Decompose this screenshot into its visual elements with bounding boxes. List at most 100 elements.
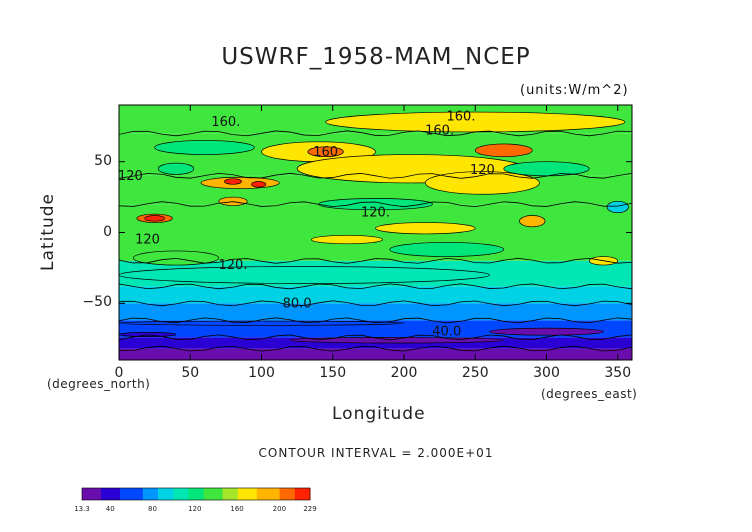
contour-label: 160. bbox=[211, 115, 240, 130]
lat-band-6 bbox=[119, 204, 632, 261]
x-tick-label: 100 bbox=[248, 365, 275, 381]
colorbar-cell bbox=[161, 488, 167, 500]
field-feature-0 bbox=[140, 12, 382, 29]
x-tick-label: 50 bbox=[181, 365, 200, 381]
colorbar-cell bbox=[241, 488, 246, 500]
colorbar-cell bbox=[222, 488, 227, 500]
x-tick-label: 250 bbox=[461, 365, 489, 381]
colorbar-cell bbox=[230, 488, 235, 500]
colorbar-cell bbox=[104, 488, 110, 500]
colorbar-cell bbox=[184, 488, 189, 500]
colorbar-cell bbox=[158, 488, 163, 500]
colorbar-cell bbox=[199, 488, 205, 500]
field-feature-9 bbox=[251, 181, 267, 188]
colorbar-cell bbox=[101, 488, 106, 500]
field-feature-18 bbox=[389, 242, 505, 257]
x-tick-label: 300 bbox=[533, 365, 560, 381]
lat-band-0 bbox=[119, 348, 632, 360]
field-feature-20 bbox=[503, 161, 590, 177]
contour-label: 80.0 bbox=[283, 296, 312, 311]
colorbar-cell bbox=[294, 488, 300, 500]
colorbar-cell bbox=[302, 488, 307, 500]
colorbar-tick-label: 120 bbox=[188, 505, 202, 513]
colorbar-cell bbox=[203, 488, 208, 500]
colorbar-cell bbox=[150, 488, 155, 500]
chart-title: USWRF_1958-MAM_NCEP bbox=[221, 44, 531, 70]
colorbar-cell bbox=[146, 488, 151, 500]
x-units-label: (degrees_east) bbox=[541, 387, 638, 401]
contour-line-3 bbox=[119, 317, 632, 324]
colorbar-cell bbox=[211, 488, 216, 500]
colorbar-cell bbox=[112, 488, 117, 500]
y-tick-label: −50 bbox=[82, 294, 112, 311]
units-label: (units:W/m^2) bbox=[520, 83, 629, 98]
contour-line-8 bbox=[119, 172, 632, 179]
contour-label: 120. bbox=[361, 206, 390, 221]
colorbar-cell bbox=[188, 488, 193, 500]
x-axis-title: Longitude bbox=[332, 404, 426, 424]
colorbar-tick-label: 13.3 bbox=[74, 505, 90, 513]
colorbar bbox=[81, 487, 311, 501]
colorbar-cell bbox=[192, 488, 197, 500]
colorbar-tick-label: 229 bbox=[303, 505, 317, 513]
colorbar-tick-label: 200 bbox=[272, 505, 287, 513]
contour-label: 120 bbox=[470, 163, 495, 178]
colorbar-cell bbox=[180, 488, 186, 500]
colorbar-cell bbox=[268, 488, 273, 500]
contour-label: 40.0 bbox=[432, 325, 461, 340]
colorbar-cell bbox=[264, 488, 269, 500]
contour-label: 160. bbox=[447, 109, 476, 124]
colorbar-cell bbox=[123, 488, 129, 500]
colorbar-cell bbox=[142, 488, 148, 500]
field-feature-6 bbox=[307, 146, 344, 158]
x-tick-label: 0 bbox=[114, 365, 124, 381]
contour-line-1 bbox=[119, 345, 632, 352]
colorbar-cell bbox=[245, 488, 250, 500]
field-feature-11 bbox=[144, 215, 165, 222]
colorbar-cell bbox=[207, 488, 212, 500]
colorbar-cell bbox=[215, 488, 220, 500]
x-tick-label: 150 bbox=[319, 365, 347, 381]
colorbar-cell bbox=[283, 488, 288, 500]
colorbar-cell bbox=[218, 488, 224, 500]
contour-label: 160. bbox=[425, 124, 454, 139]
x-tick-label: 200 bbox=[390, 365, 418, 381]
colorbar-cell bbox=[127, 488, 132, 500]
colorbar-cell bbox=[97, 488, 102, 500]
field-feature-8 bbox=[224, 178, 242, 185]
colorbar-cell bbox=[116, 488, 121, 500]
contour-line-6 bbox=[119, 257, 632, 264]
axis-ticks bbox=[118, 105, 632, 360]
colorbar-cell bbox=[82, 488, 87, 500]
colorbar-cell bbox=[120, 488, 125, 500]
colorbar-cell bbox=[287, 488, 292, 500]
y-tick-label: 50 bbox=[94, 152, 112, 169]
field-feature-25 bbox=[489, 327, 604, 336]
y-units-label: (degrees_north) bbox=[47, 377, 151, 391]
colorbar-frame bbox=[81, 487, 311, 501]
colorbar-cell bbox=[279, 488, 284, 500]
lat-band-4 bbox=[119, 286, 632, 304]
colorbar-cell bbox=[173, 488, 178, 500]
colorbar-cell bbox=[260, 488, 265, 500]
lat-band-3 bbox=[119, 303, 632, 321]
colorbar-cell bbox=[165, 488, 170, 500]
y-tick-label: 0 bbox=[103, 223, 112, 240]
colorbar-cell bbox=[196, 488, 201, 500]
colorbar-cell bbox=[169, 488, 174, 500]
field-feature-28 bbox=[157, 162, 195, 175]
colorbar-cell bbox=[177, 488, 182, 500]
colorbar-cell bbox=[275, 488, 281, 500]
colorbar-cell bbox=[226, 488, 231, 500]
contour-line-4 bbox=[119, 300, 632, 307]
colorbar-cell bbox=[85, 488, 91, 500]
field-feature-14 bbox=[375, 222, 476, 235]
colorbar-cell bbox=[89, 488, 94, 500]
field-feature-23 bbox=[154, 140, 255, 155]
colorbar-cell bbox=[253, 488, 258, 500]
contour-line-9 bbox=[119, 130, 632, 137]
field-feature-5 bbox=[474, 143, 533, 158]
colorbar-cell bbox=[298, 488, 303, 500]
